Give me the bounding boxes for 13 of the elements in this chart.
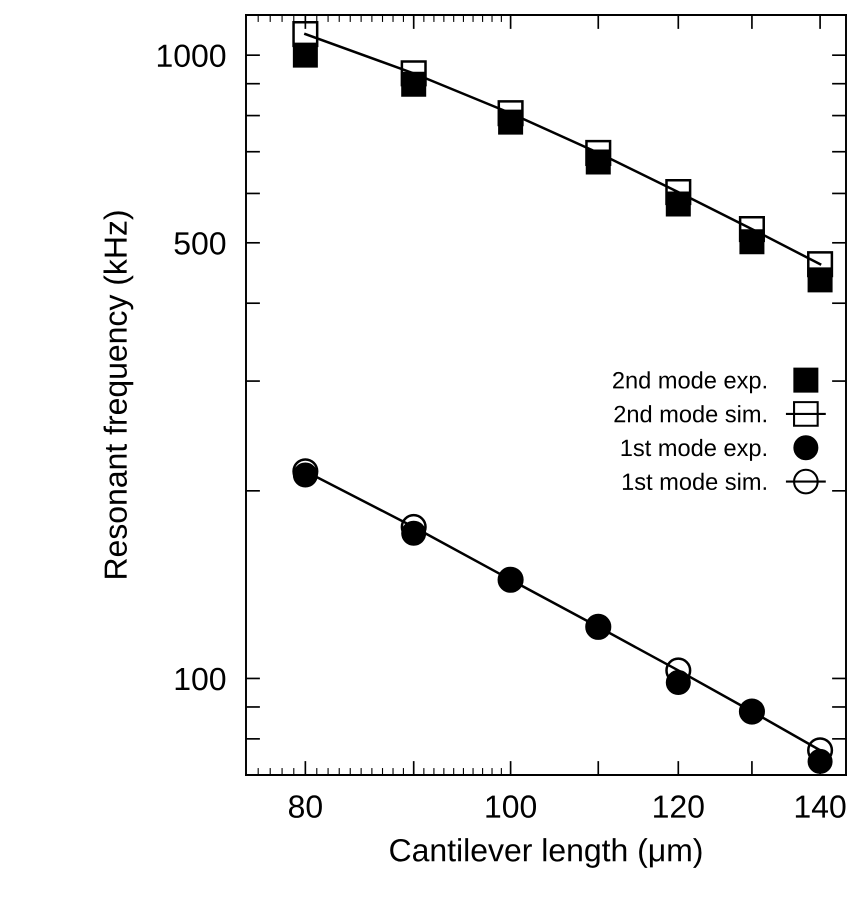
legend-label: 2nd mode exp. [613,371,766,394]
y-axis-title: Resonant frequency (kHz) [104,211,134,578]
x-axis-title: Cantilever length (μm) [390,838,702,868]
legend-label: 1st mode sim. [622,472,766,490]
x-tick-label: 80 [288,795,322,818]
y-tick-label: 500 [174,232,226,255]
y-tick-label: 100 [176,668,226,690]
x-tick-label: 100 [486,795,536,818]
x-tick-label: 140 [796,795,846,818]
y-tick-label: 1000 [158,44,226,68]
legend-label: 2nd mode sim. [614,405,766,422]
x-tick-label: 120 [654,795,704,818]
legend-label: 1st mode exp. [622,438,766,461]
